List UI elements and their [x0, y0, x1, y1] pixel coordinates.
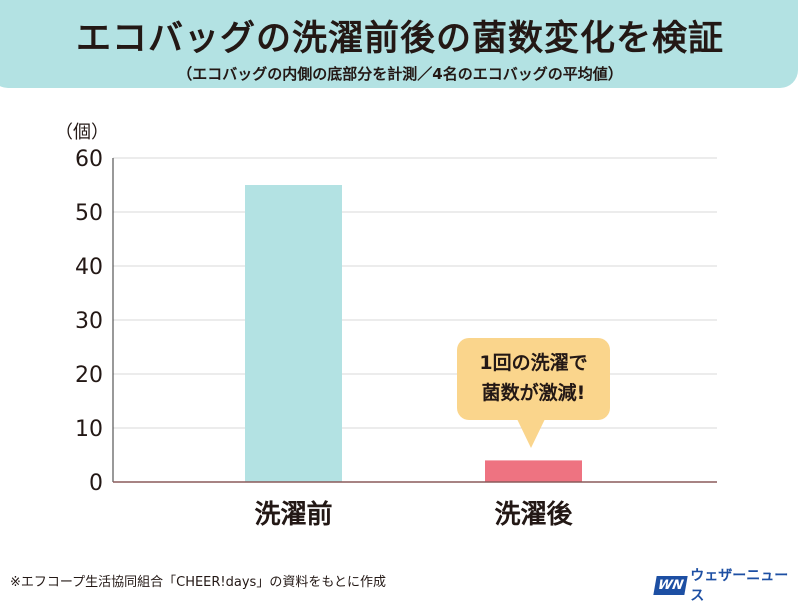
logo-mark: WN: [653, 575, 688, 595]
bar-1: [245, 185, 342, 482]
y-tick-label: 0: [89, 471, 103, 496]
y-tick-label: 30: [75, 309, 103, 334]
y-tick-label: 20: [75, 363, 103, 388]
x-tick-label: 洗濯前: [254, 499, 332, 530]
header-banner: [0, 0, 798, 88]
y-tick-label: 50: [75, 201, 103, 226]
source-note: ※エフコープ生活協同組合「CHEER!days」の資料をもとに作成: [10, 575, 387, 590]
y-axis-label: （個）: [55, 122, 109, 143]
y-tick-label: 40: [75, 255, 103, 280]
chart-title: エコバッグの洗濯前後の菌数変化を検証: [75, 19, 724, 59]
callout-line-1: 1回の洗濯で: [479, 352, 588, 374]
callout-tail: [517, 419, 545, 448]
callout-bubble: 1回の洗濯で 菌数が激減!: [457, 338, 610, 420]
chart-subtitle: （エコバッグの内側の底部分を計測／4名のエコバッグの平均値）: [177, 65, 623, 83]
x-tick-label: 洗濯後: [494, 499, 573, 530]
bar-2: [485, 460, 582, 482]
y-tick-label: 60: [75, 147, 103, 172]
logo-text: ウェザーニュース: [690, 568, 789, 604]
weathernews-logo: WN ウェザーニュース: [653, 565, 800, 605]
y-tick-label: 10: [75, 417, 103, 442]
callout-line-2: 菌数が激減!: [481, 382, 586, 404]
